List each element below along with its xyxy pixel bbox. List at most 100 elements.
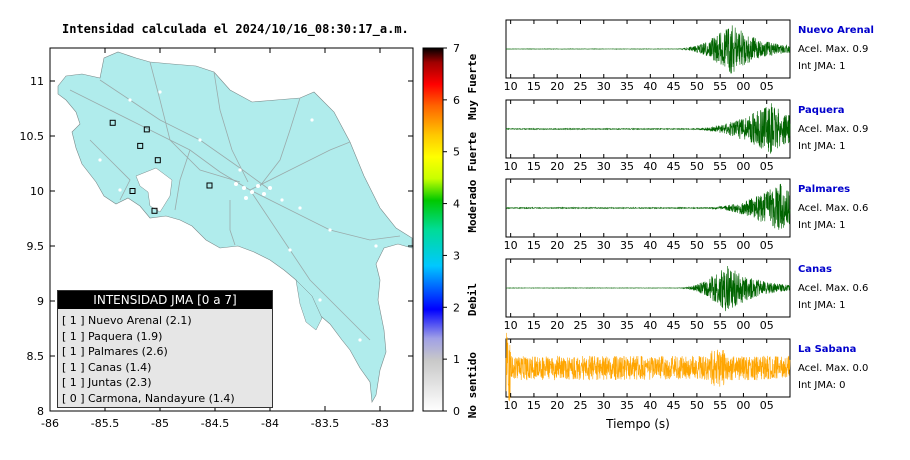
trace-station-name: La Sabana [798,344,857,355]
trace-x-tick: 40 [643,80,657,93]
trace-x-tick: 45 [667,319,681,332]
town-dots [98,90,378,342]
trace-panel: 10 15 20 25 30 35 40 45 50 55 00 05 [504,332,791,412]
trace-x-tick: 35 [620,399,634,412]
colorbar-tick: 1 [453,353,460,366]
legend-row: [ 1 ] Palmares (2.6) [58,344,272,360]
trace-x-tick: 40 [643,160,657,173]
map-y-tick: 10.5 [20,130,45,143]
trace-x-tick: 25 [573,319,587,332]
osa-peninsula [295,279,323,331]
trace-accel-max: Acel. Max. 0.0 [798,363,869,374]
trace-panel: 10 15 20 25 30 35 40 45 50 55 00 05 [504,178,791,252]
trace-x-tick: 30 [597,239,611,252]
legend-level: [ 1 ] [62,360,85,374]
trace-x-tick: 40 [643,239,657,252]
trace-x-tick: 15 [527,319,541,332]
trace-x-tick: 35 [620,160,634,173]
map-y-tick: 10 [30,185,44,198]
trace-x-tick: 10 [504,319,518,332]
trace-station-name: Paquera [798,105,845,116]
trace-x-tick: 50 [690,80,704,93]
trace-x-tick: 00 [736,399,750,412]
trace-x-tick: 10 [504,239,518,252]
legend-level: [ 1 ] [62,329,85,343]
trace-x-tick: 00 [736,160,750,173]
colorbar-label: Muy Fuerte [466,53,479,120]
trace-x-tick: 05 [760,319,774,332]
trace-x-tick: 45 [667,160,681,173]
trace-x-tick: 25 [573,160,587,173]
waveform-line [505,25,791,74]
x-axis-label: Tiempo (s) [605,417,670,431]
colorbar-tick: 7 [453,42,460,55]
map-x-tick: -83 [371,417,389,430]
legend-header: INTENSIDAD JMA [0 a 7] [58,291,272,309]
legend-level: [ 1 ] [62,376,85,389]
waveform-line [505,332,791,402]
trace-info: La Sabana Acel. Max. 0.0 Int JMA: 0 [798,341,868,394]
colorbar-tick: 5 [453,146,460,159]
trace-x-tick: 35 [620,319,634,332]
trace-info: Canas Acel. Max. 0.6 Int JMA: 1 [798,261,868,314]
trace-x-tick: 20 [550,319,564,332]
trace-x-tick: 50 [690,160,704,173]
colorbar-label: Fuerte [466,131,479,171]
trace-info: Nuevo Arenal Acel. Max. 0.9 Int JMA: 1 [798,22,874,75]
station-marker [154,157,161,164]
trace-jma-int: Int JMA: 0 [798,380,846,391]
map-y-axis: 8 8.5 9 9.5 10 10.5 11 [20,75,413,418]
map-y-tick: 8.5 [27,350,45,363]
map-title: Intensidad calculada el 2024/10/16_08:30… [62,22,409,36]
colorbar-tick: 2 [453,301,460,314]
trace-station-name: Nuevo Arenal [798,25,874,36]
trace-accel-max: Acel. Max. 0.9 [798,44,869,55]
trace-x-tick: 20 [550,160,564,173]
map-y-tick: 9.5 [27,240,45,253]
map-x-tick: -85 [151,417,169,430]
trace-x-tick: 55 [713,319,727,332]
trace-x-tick: 25 [573,399,587,412]
map-x-tick: -86 [41,417,59,430]
trace-x-tick: 35 [620,80,634,93]
waveform-line [505,265,791,312]
station-marker [206,182,213,189]
trace-x-tick: 20 [550,239,564,252]
map-x-tick: -84 [261,417,279,430]
trace-x-tick: 15 [527,399,541,412]
trace-panel: 10 15 20 25 30 35 40 45 50 55 00 05 [504,19,791,93]
trace-accel-max: Acel. Max. 0.9 [798,124,869,135]
road-network [69,61,401,341]
trace-x-tick: 55 [713,160,727,173]
trace-x-tick: 30 [597,160,611,173]
trace-x-tick: 30 [597,319,611,332]
station-markers [109,119,213,214]
trace-x-tick: 15 [527,160,541,173]
trace-accel-max: Acel. Max. 0.6 [798,283,869,294]
trace-x-tick: 05 [760,399,774,412]
legend-row: [ 1 ] Nuevo Arenal (2.1) [58,313,272,329]
nicoya-gulf [135,167,173,213]
trace-station-name: Canas [798,264,832,275]
trace-panel: 10 15 20 25 30 35 40 45 50 55 00 05 [504,258,791,332]
trace-x-tick: 15 [527,80,541,93]
legend-station: Juntas (2.3) [88,376,152,389]
costa-rica-land [57,51,413,403]
station-marker [137,142,144,149]
trace-x-tick: 05 [760,160,774,173]
colorbar-label: No sentido [466,352,479,419]
map-x-tick: -85.5 [91,417,119,430]
trace-x-tick: 10 [504,399,518,412]
legend-level: [ 0 ] [62,391,85,405]
trace-x-tick: 05 [760,239,774,252]
trace-info: Palmares Acel. Max. 0.6 Int JMA: 1 [798,181,868,234]
trace-x-tick: 45 [667,239,681,252]
trace-x-tick: 30 [597,80,611,93]
legend-station: Paquera (1.9) [88,329,163,343]
colorbar-tick: 4 [453,198,460,211]
map-x-tick: -83.5 [311,417,339,430]
trace-jma-int: Int JMA: 1 [798,220,846,231]
trace-x-tick: 20 [550,399,564,412]
legend-station: Carmona, Nandayure (1.4) [88,391,235,405]
